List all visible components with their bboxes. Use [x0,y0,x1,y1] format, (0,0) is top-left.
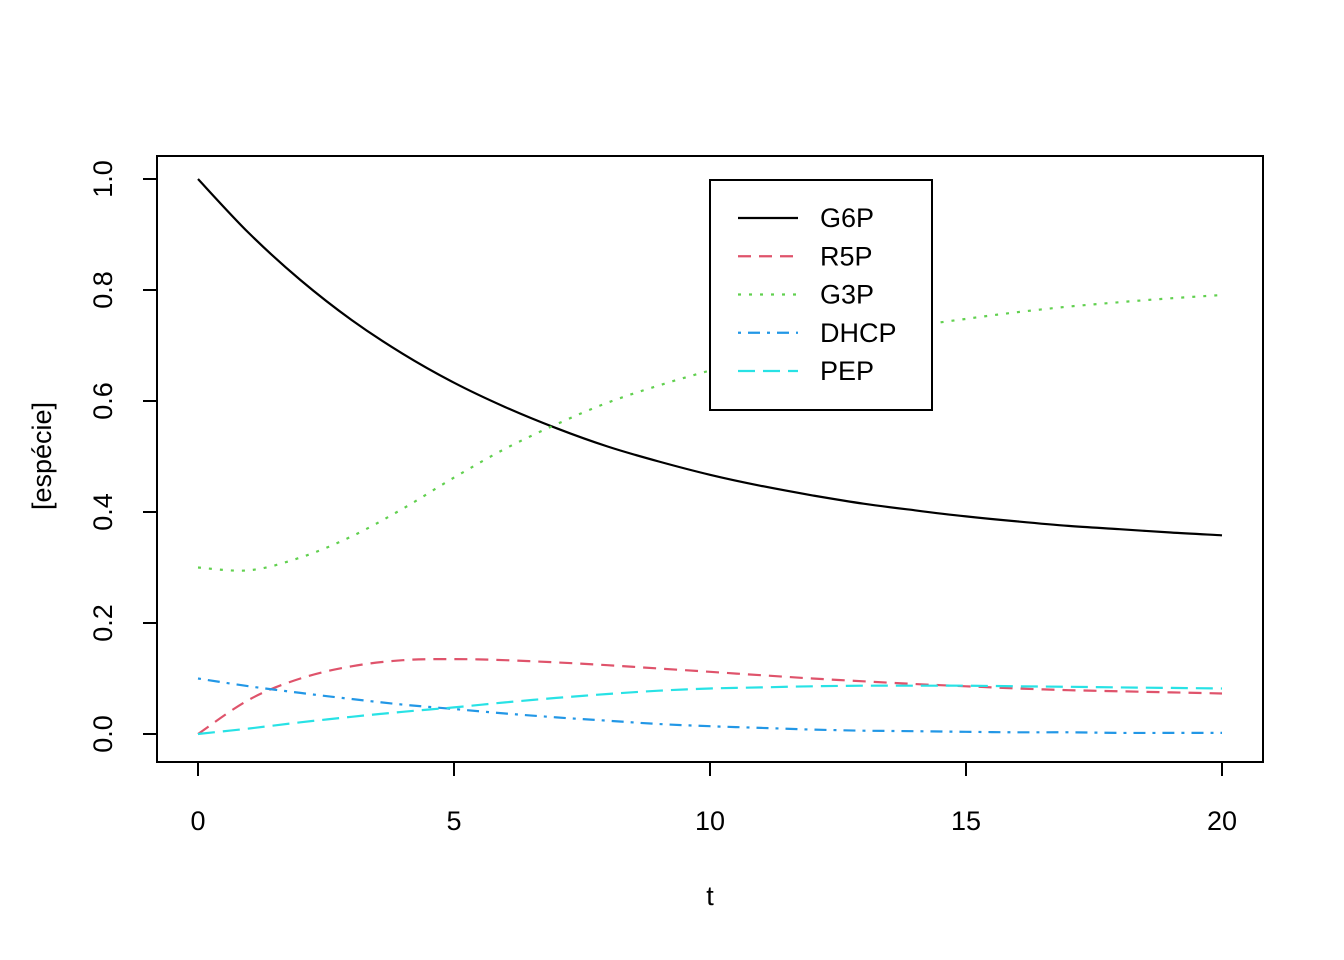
legend-label: R5P [820,241,873,271]
x-tick-label: 15 [951,806,981,836]
y-tick-label: 0.0 [88,715,118,753]
y-tick-label: 0.8 [88,271,118,309]
x-tick-label: 0 [190,806,205,836]
y-tick-label: 1.0 [88,160,118,198]
series-curve-dhcp [197,677,1222,735]
series-curve-g3p [197,293,1223,572]
series-curve-r5p [197,657,1223,735]
x-axis-title: t [706,881,714,911]
x-tick-label: 20 [1207,806,1237,836]
series-curve-g6p [197,178,1223,537]
y-tick-label: 0.6 [88,382,118,420]
x-tick-label: 5 [446,806,461,836]
y-tick-label: 0.2 [88,604,118,642]
legend-label: PEP [820,356,874,386]
legend-label: G3P [820,280,874,310]
series-curve-pep [197,684,1223,736]
legend-label: DHCP [820,318,897,348]
x-tick-label: 10 [695,806,725,836]
y-axis-title: [espécie] [27,401,57,511]
legend-label: G6P [820,203,874,233]
y-tick-label: 0.4 [88,493,118,531]
